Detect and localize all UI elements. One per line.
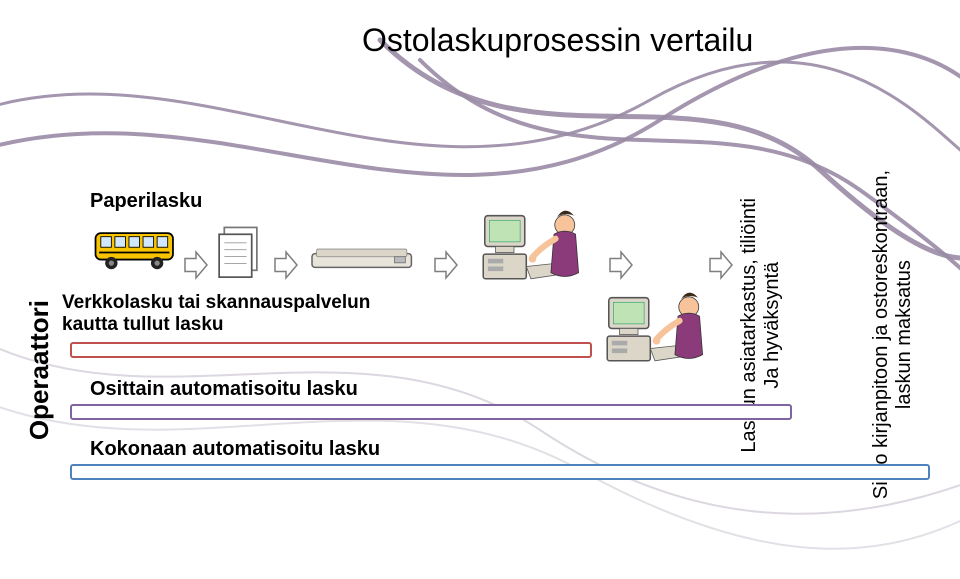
flow-arrow-icon: [435, 252, 457, 278]
clerk-computer-icon: [480, 208, 588, 288]
flow-arrow-icon: [710, 252, 732, 278]
arrows-layer: [0, 0, 960, 579]
scanner-icon: [308, 246, 420, 272]
diagram-stage: { "title": { "text": "Ostolaskuprosessin…: [0, 0, 960, 579]
bus-icon: [92, 226, 180, 272]
clerk-computer-icon: [604, 290, 712, 370]
flow-arrow-icon: [610, 252, 632, 278]
flow-arrow-icon: [275, 252, 297, 278]
flow-arrow-icon: [185, 252, 207, 278]
papers-icon: [212, 224, 264, 284]
